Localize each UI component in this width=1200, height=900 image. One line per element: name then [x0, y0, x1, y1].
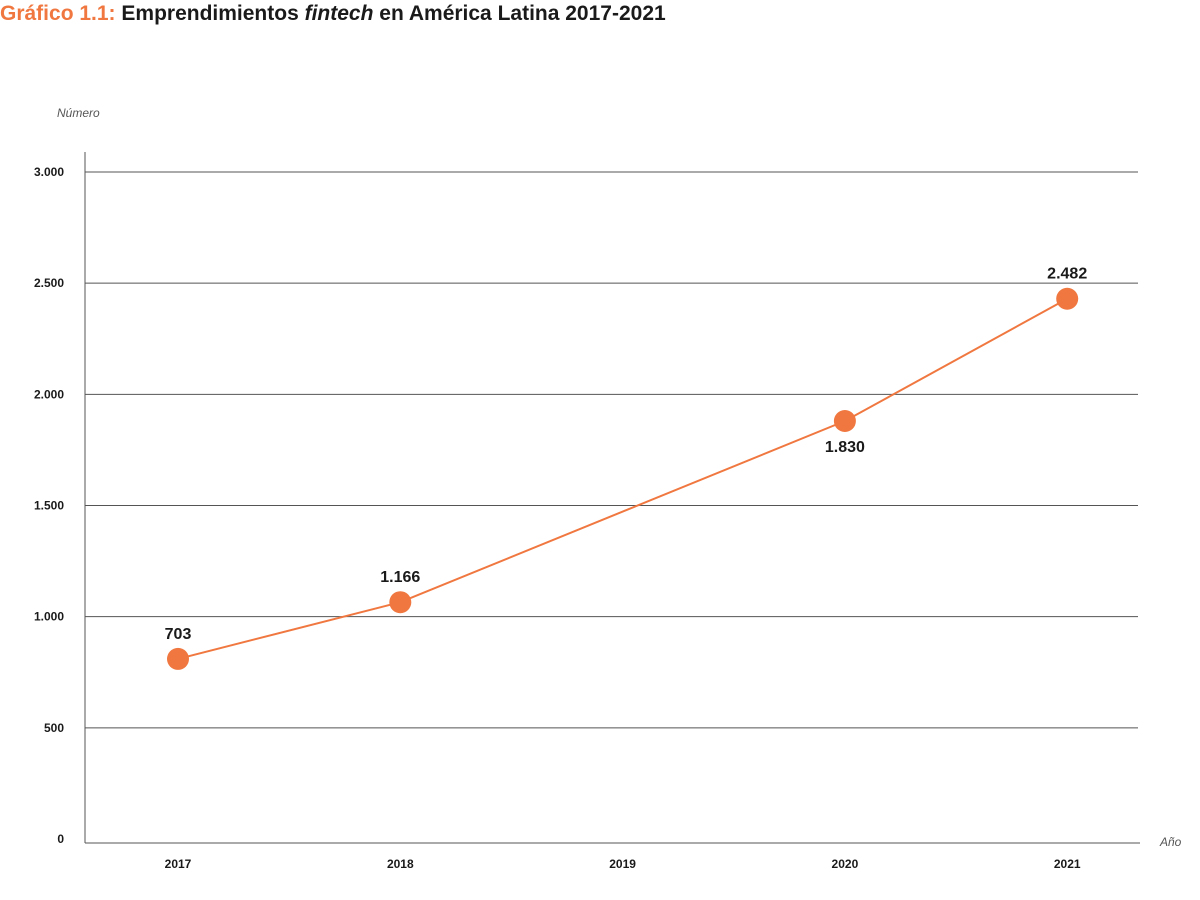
chart-title-italic: fintech	[304, 2, 374, 25]
x-tick-labels: 2017 2018 2019 2020 2021	[165, 857, 1081, 871]
x-tick-label: 2021	[1054, 857, 1081, 871]
y-tick-label: 2.500	[34, 276, 64, 290]
chart-title-part1: Emprendimientos	[121, 2, 299, 25]
axes	[84, 152, 1140, 844]
y-tick-label: 0	[57, 832, 64, 846]
data-point-2017	[167, 647, 189, 670]
data-point-2021	[1056, 287, 1079, 310]
y-tick-labels: 0 500 1.000 1.500 2.000 2.500 3.000	[34, 165, 64, 846]
x-axis-label: Año	[1159, 835, 1182, 849]
y-axis-label: Número	[57, 106, 100, 120]
data-point-2020	[833, 410, 856, 433]
y-tick-label: 1.500	[34, 499, 64, 513]
x-tick-label: 2020	[832, 857, 859, 871]
x-tick-label: 2018	[387, 857, 414, 871]
y-tick-label: 2.000	[34, 387, 64, 401]
gridlines	[85, 171, 1138, 729]
series-line	[177, 297, 1068, 660]
data-label-2020: 1.830	[825, 439, 865, 456]
data-label-2018: 1.166	[380, 569, 420, 586]
y-tick-label: 1.000	[34, 610, 64, 624]
chart-title: Gráfico 1.1: Emprendimientos fintech en …	[0, 2, 666, 26]
data-label-2021: 2.482	[1047, 266, 1087, 283]
data-point-2018	[389, 591, 412, 614]
y-tick-label: 3.000	[34, 165, 64, 179]
data-label-2017: 703	[165, 626, 192, 643]
chart-title-prefix: Gráfico 1.1:	[0, 2, 116, 25]
y-tick-label: 500	[44, 721, 64, 735]
chart-title-part2: en América Latina 2017-2021	[379, 2, 666, 25]
series	[167, 287, 1079, 670]
x-tick-label: 2017	[165, 857, 192, 871]
data-labels: 703 1.166 1.830 2.482	[165, 266, 1088, 643]
x-tick-label: 2019	[609, 857, 636, 871]
